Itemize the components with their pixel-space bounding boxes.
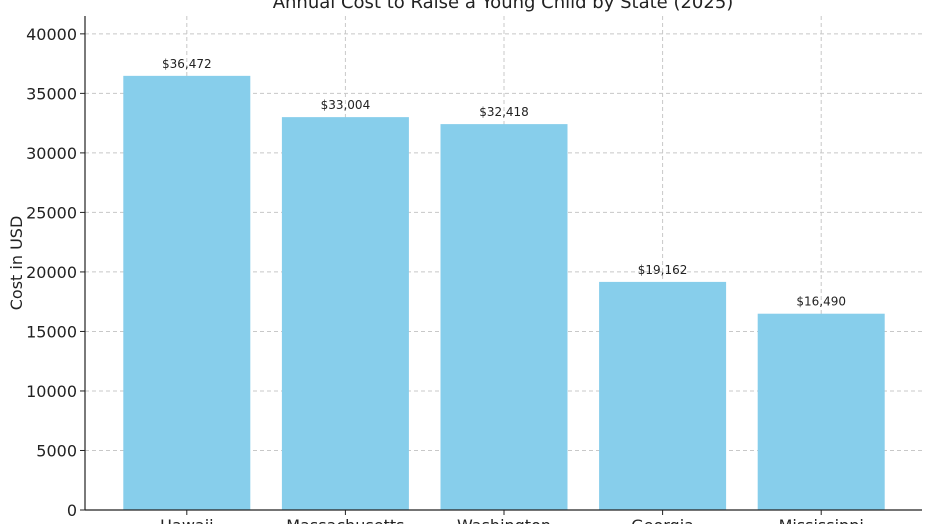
y-tick-label: 30000 xyxy=(26,144,77,163)
x-ticks: Hawaii Massachusetts Washington Georgia Miss… xyxy=(160,510,864,524)
bar-value-label: $19,162 xyxy=(638,263,688,277)
data-labels: $36,472 $33,004 $32,418 $19,162 $16,490 xyxy=(162,57,846,309)
x-tick-label: Mississippi xyxy=(779,516,864,524)
x-tick-label: Washington xyxy=(457,516,551,524)
bar-georgia xyxy=(599,281,727,510)
bar-value-label: $32,418 xyxy=(479,105,529,119)
y-tick-label: 10000 xyxy=(26,382,77,401)
y-tick-label: 15000 xyxy=(26,322,77,341)
y-tick-label: 5000 xyxy=(36,441,77,460)
bar-hawaii xyxy=(123,75,251,510)
bars xyxy=(123,75,885,510)
y-tick-label: 20000 xyxy=(26,263,77,282)
x-tick-label: Georgia xyxy=(631,516,694,524)
y-tick-label: 25000 xyxy=(26,203,77,222)
x-tick-label: Hawaii xyxy=(160,516,214,524)
y-ticks: 0 5000 10000 15000 20000 25000 30000 35000 40000 xyxy=(26,25,85,520)
y-tick-label: 0 xyxy=(67,501,77,520)
chart-title: Annual Cost to Raise a Young Child by St… xyxy=(273,0,734,13)
bar-washington xyxy=(440,124,568,510)
bar-value-label: $16,490 xyxy=(796,295,846,309)
bar-value-label: $36,472 xyxy=(162,57,212,71)
x-tick-label: Massachusetts xyxy=(286,516,404,524)
y-tick-label: 40000 xyxy=(26,25,77,44)
bar-massachusetts xyxy=(281,117,409,510)
bar-mississippi xyxy=(757,313,885,510)
bar-value-label: $33,004 xyxy=(321,98,371,112)
y-axis-label: Cost in USD xyxy=(7,216,26,311)
y-tick-label: 35000 xyxy=(26,84,77,103)
